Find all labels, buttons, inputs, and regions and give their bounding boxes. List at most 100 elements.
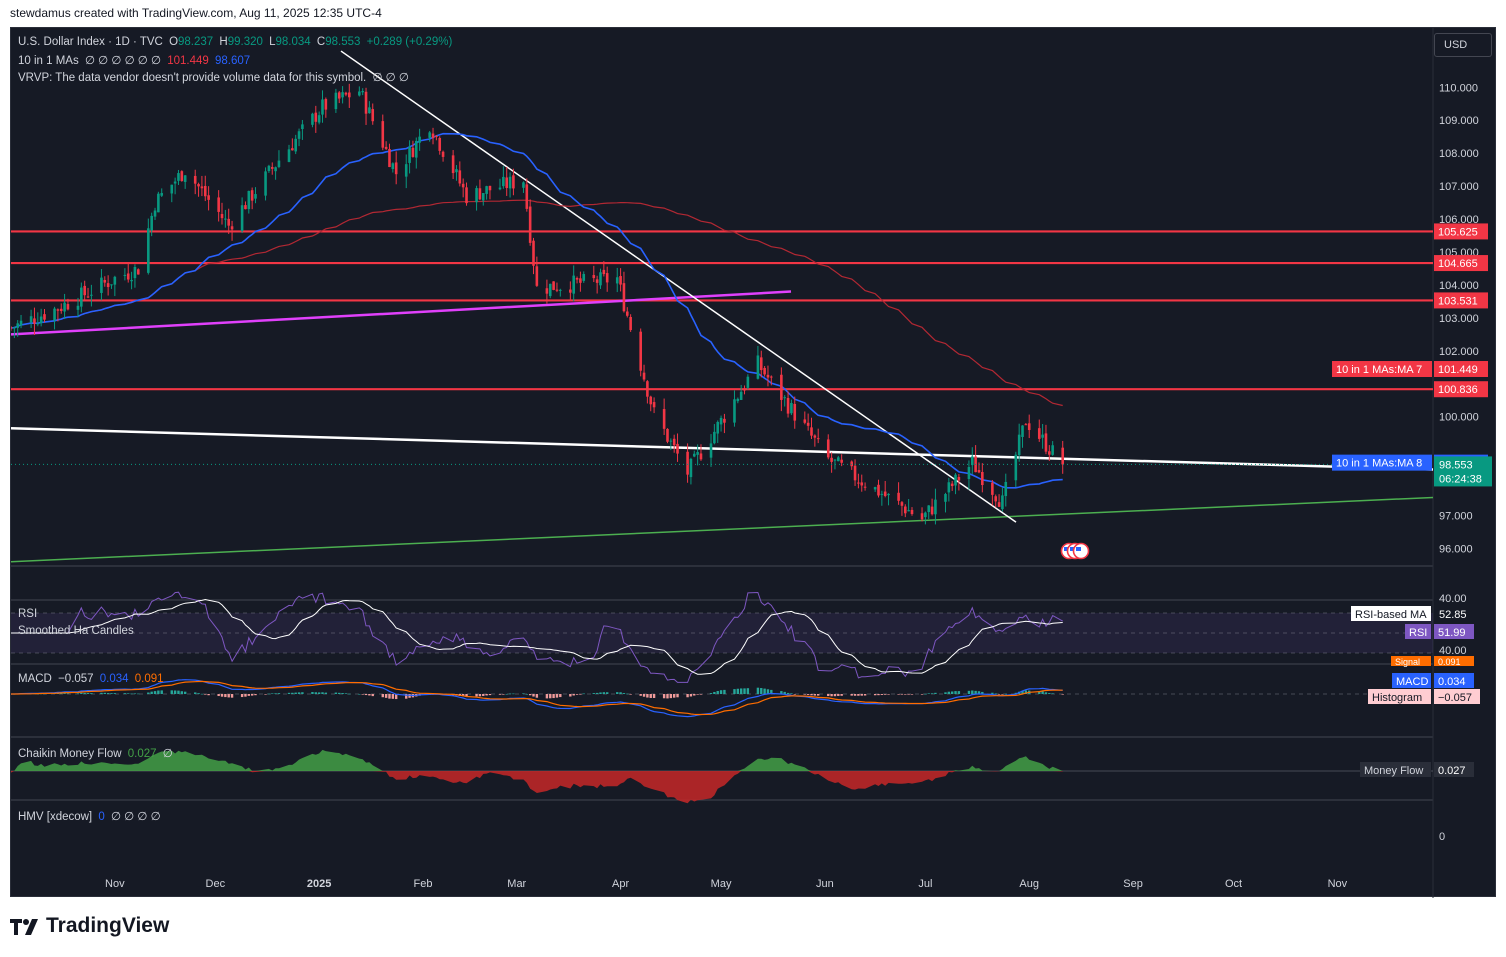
high-label: H (219, 36, 228, 48)
macd-histogram-bar (106, 693, 110, 694)
candle-body (629, 317, 632, 331)
change-value: +0.289 (+0.29%) (366, 36, 453, 48)
macd-histogram-bar (813, 694, 817, 696)
candle-body (66, 304, 70, 310)
histogram-tag-label: Histogram (1372, 692, 1422, 704)
price-tag-value: 105.625 (1438, 226, 1478, 238)
chart-container[interactable]: 110.000 109.000 108.000 107.000 106.000 105.0… (10, 27, 1497, 898)
rsi-axis-label: 40.00 (1439, 645, 1467, 657)
macd-histogram-bar (944, 692, 947, 694)
macd-histogram-bar (977, 691, 981, 694)
candle-body (247, 190, 251, 210)
tradingview-logo: TradingView (10, 914, 169, 938)
macd-histogram-bar (857, 694, 860, 696)
macd-histogram-bar (137, 693, 140, 695)
macd-histogram-bar (153, 691, 157, 694)
macd-legend: MACD −0.057 0.034 0.091 (18, 673, 167, 685)
candle-body (783, 397, 787, 399)
macd-histogram-bar (358, 693, 361, 695)
macd-histogram-bar (508, 693, 512, 695)
candle-body (150, 215, 153, 231)
candle-body (826, 439, 830, 458)
candle-body (994, 496, 998, 502)
rsi-tag-label: RSI (1409, 627, 1427, 639)
macd-histogram-bar (90, 693, 93, 694)
candle-body (759, 357, 763, 371)
macd-histogram-bar (525, 693, 529, 695)
candle-body (977, 470, 981, 473)
candle-body (763, 367, 766, 375)
macd-histogram-bar (817, 694, 820, 696)
macd-histogram-bar (934, 692, 937, 694)
candle-body (736, 398, 740, 402)
candle-body (388, 148, 391, 168)
macd-histogram-bar (639, 694, 642, 696)
macd-histogram-bar (291, 692, 294, 694)
candle-body (344, 92, 348, 95)
macd-histogram-bar (981, 691, 984, 694)
macd-histogram-bar (63, 693, 66, 694)
macd-histogram-bar (649, 694, 652, 698)
macd-histogram-bar (582, 693, 585, 695)
candle-body (903, 506, 907, 514)
candle-body (227, 218, 231, 226)
macd-histogram-bar (924, 693, 927, 695)
candle-body (441, 151, 445, 157)
symbol-legend: U.S. Dollar Index · 1D · TVC O98.237 H99… (18, 36, 455, 48)
candle-body (173, 181, 177, 184)
candle-body (408, 146, 411, 163)
candle-body (592, 275, 596, 279)
macd-histogram-bar (341, 693, 344, 694)
macd-histogram-bar (271, 693, 274, 695)
macd-histogram-bar (736, 688, 740, 694)
candle-body (220, 214, 224, 219)
candle-body (481, 193, 485, 201)
price-tag (1434, 381, 1488, 398)
macd-histogram-bar (173, 690, 177, 694)
currency-button[interactable]: USD (1434, 33, 1492, 57)
candle-body (113, 276, 117, 285)
candle-body (850, 461, 853, 467)
us-flag-event-icon (1070, 547, 1075, 551)
signal-tag-box (1391, 656, 1431, 666)
price-tag-value: 101.449 (1438, 364, 1478, 376)
macd-histogram-bar (786, 692, 790, 694)
candle-body (927, 505, 931, 513)
candle-body (207, 195, 210, 200)
rsi-axis-label: 40.00 (1439, 593, 1467, 605)
candle-body (686, 451, 689, 475)
macd-histogram-bar (1048, 693, 1051, 694)
candle-body (569, 289, 572, 293)
macd-histogram-bar (177, 690, 180, 694)
price-axis-label: 103.000 (1439, 313, 1479, 325)
candle-body (525, 184, 529, 209)
candle-body (924, 512, 927, 518)
price-axis-label: 96.000 (1439, 544, 1473, 556)
time-axis-label: Dec (206, 878, 226, 890)
candle-body (254, 194, 257, 199)
macd-tag-value: 0.034 (1438, 676, 1466, 688)
candle-body (907, 510, 910, 512)
candle-body (287, 149, 291, 162)
macd-histogram-bar (76, 693, 80, 694)
chart-canvas[interactable]: 110.000109.000108.000107.000106.000105.0… (11, 28, 1497, 898)
macd-histogram-bar (827, 694, 830, 697)
candle-body (381, 121, 385, 148)
macd-histogram-bar (930, 693, 934, 694)
price-axis-label: 104.000 (1439, 280, 1479, 292)
candle-body (910, 509, 914, 515)
histogram-tag-box (1368, 689, 1431, 704)
candle-body (475, 188, 478, 203)
candle-body (622, 283, 626, 312)
macd-histogram-bar (324, 692, 328, 694)
macd-histogram-bar (579, 694, 582, 695)
price-axis-label: 107.000 (1439, 181, 1479, 193)
macd-hist-value: −0.057 (58, 673, 94, 685)
candle-body (512, 175, 515, 189)
candle-body (13, 327, 16, 329)
macd-histogram-bar (840, 694, 843, 696)
macd-histogram-bar (719, 690, 723, 694)
macd-histogram-bar (482, 694, 485, 696)
white-descending-trendline (340, 50, 1017, 523)
candle-body (1048, 451, 1051, 455)
